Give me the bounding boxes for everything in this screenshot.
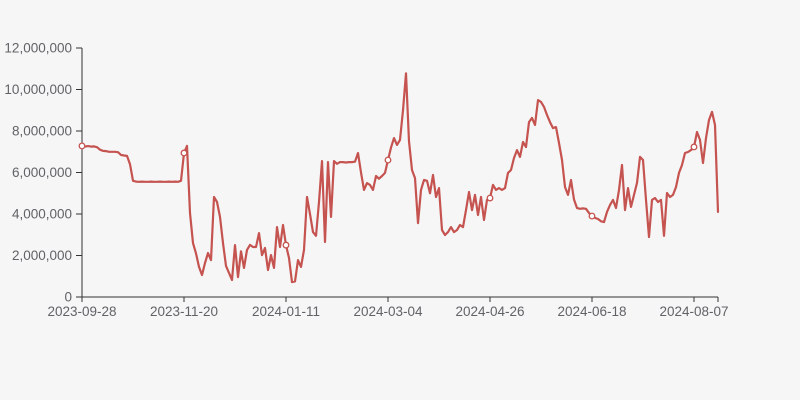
y-axis-label: 8,000,000 [12, 124, 72, 139]
x-axis-label: 2023-09-28 [47, 304, 116, 319]
data-point-marker [282, 241, 290, 249]
data-point-marker [690, 143, 698, 151]
data-point-marker [486, 194, 494, 202]
y-axis-label: 2,000,000 [12, 248, 72, 263]
x-axis-label: 2024-06-18 [557, 304, 626, 319]
data-point-marker [78, 142, 86, 150]
data-point-marker [384, 156, 392, 164]
x-axis-label: 2024-03-04 [353, 304, 423, 319]
y-axis-label: 10,000,000 [4, 82, 72, 97]
y-axis-label: 0 [64, 290, 72, 305]
y-axis-label: 4,000,000 [12, 207, 72, 222]
x-axis-label: 2023-11-20 [150, 304, 218, 319]
data-point-marker [588, 212, 596, 220]
x-axis-label: 2024-04-26 [455, 304, 524, 319]
y-axis-label: 6,000,000 [12, 165, 72, 180]
series-line [80, 72, 720, 284]
y-axis-label: 12,000,000 [4, 41, 72, 56]
x-axis-label: 2024-01-11 [252, 304, 320, 319]
data-point-marker [180, 149, 188, 157]
x-axis-label: 2024-08-07 [659, 304, 728, 319]
